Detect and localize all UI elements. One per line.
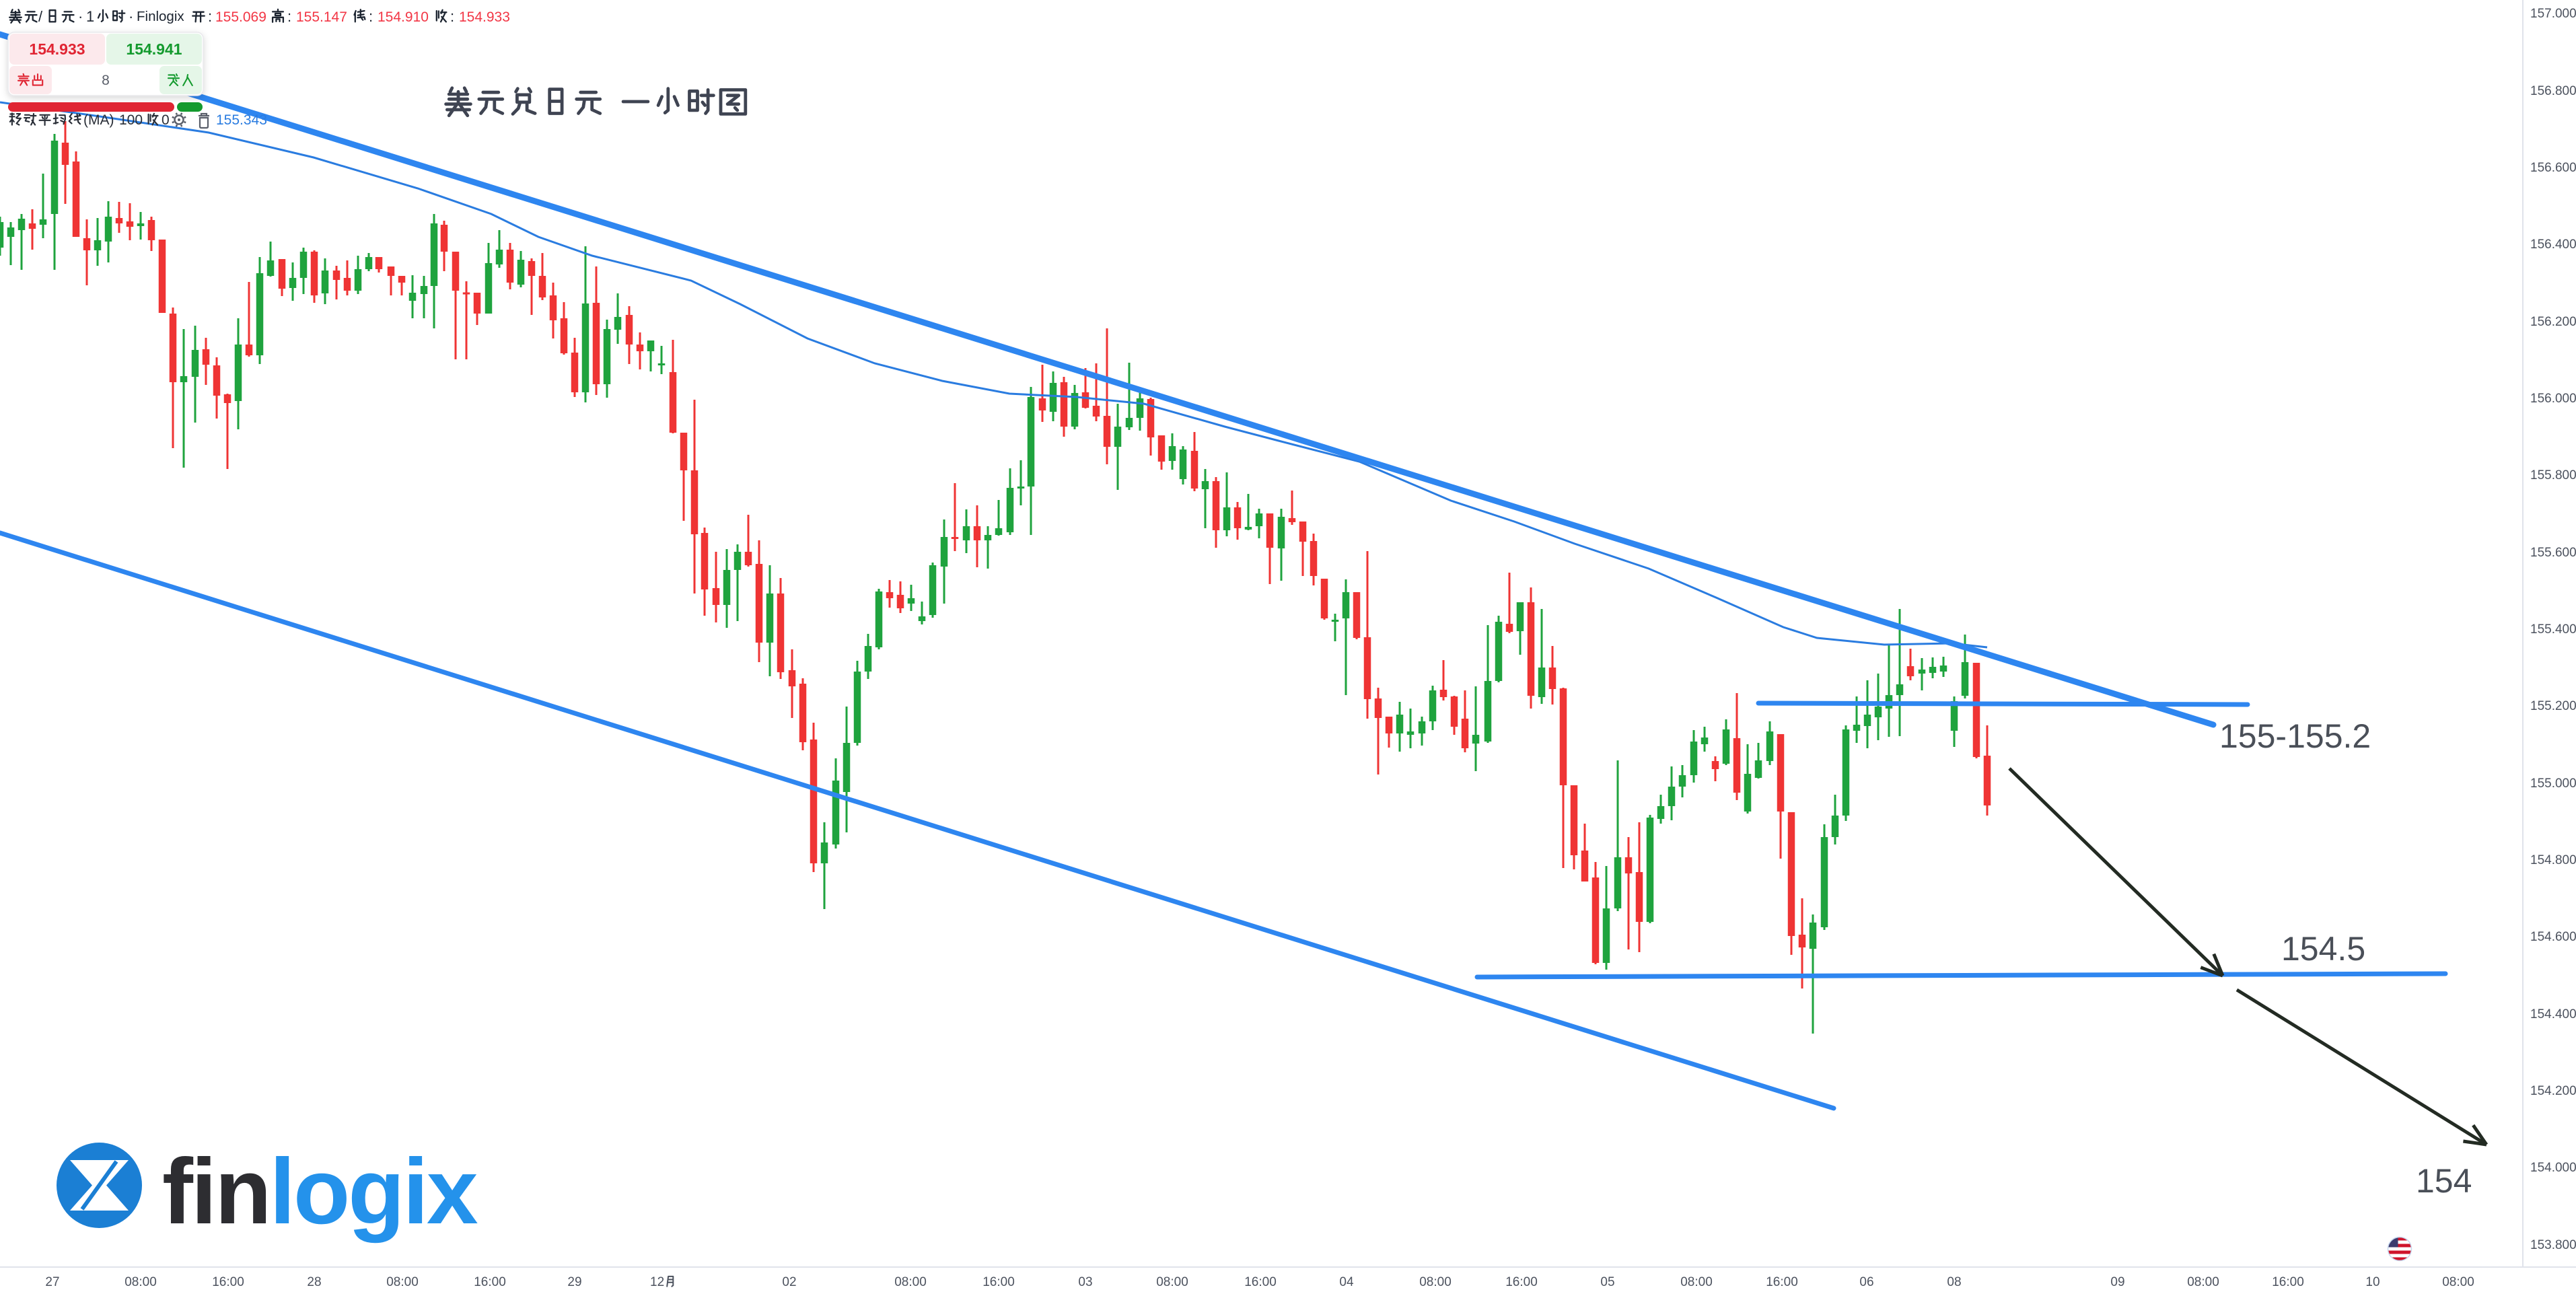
- svg-text:154.5: 154.5: [2281, 930, 2365, 968]
- svg-text:16:00: 16:00: [982, 1275, 1015, 1289]
- svg-text:155.400: 155.400: [2530, 622, 2576, 637]
- svg-text:0: 0: [162, 112, 170, 128]
- svg-text:155-155.2: 155-155.2: [2219, 717, 2371, 755]
- svg-text:154.600: 154.600: [2530, 930, 2576, 944]
- svg-text::: :: [369, 8, 373, 25]
- svg-text:8: 8: [102, 73, 110, 88]
- svg-text:16:00: 16:00: [212, 1275, 244, 1289]
- svg-text:16:00: 16:00: [1766, 1275, 1798, 1289]
- svg-text:156.400: 156.400: [2530, 238, 2576, 252]
- svg-text:16:00: 16:00: [1244, 1275, 1277, 1289]
- svg-text:09: 09: [2110, 1275, 2124, 1289]
- svg-text::: :: [287, 8, 291, 25]
- svg-text:Finlogix: Finlogix: [137, 9, 184, 24]
- svg-text:155.800: 155.800: [2530, 468, 2576, 482]
- svg-text:08: 08: [1947, 1275, 1961, 1289]
- svg-text:08:00: 08:00: [2187, 1275, 2219, 1289]
- svg-text:154.933: 154.933: [459, 9, 510, 25]
- svg-text:154.910: 154.910: [378, 9, 429, 25]
- svg-text:06: 06: [1859, 1275, 1873, 1289]
- svg-text:08:00: 08:00: [894, 1275, 927, 1289]
- svg-text:155.343: 155.343: [216, 112, 267, 128]
- svg-text:02: 02: [782, 1275, 796, 1289]
- svg-text:1: 1: [86, 8, 94, 25]
- svg-text:12: 12: [650, 1275, 664, 1289]
- svg-text:/: /: [38, 8, 43, 25]
- svg-text:10: 10: [2365, 1275, 2380, 1289]
- svg-text:08:00: 08:00: [1156, 1275, 1188, 1289]
- svg-text:finlogix: finlogix: [162, 1140, 478, 1244]
- svg-text:·: ·: [129, 8, 133, 25]
- svg-text:16:00: 16:00: [2272, 1275, 2304, 1289]
- svg-text:08:00: 08:00: [1680, 1275, 1713, 1289]
- svg-text:·: ·: [78, 8, 83, 25]
- svg-text:153.800: 153.800: [2530, 1238, 2576, 1252]
- svg-text:27: 27: [45, 1275, 59, 1289]
- svg-text:03: 03: [1078, 1275, 1092, 1289]
- svg-text:04: 04: [1339, 1275, 1354, 1289]
- svg-text:08:00: 08:00: [124, 1275, 157, 1289]
- svg-text:154.000: 154.000: [2530, 1161, 2576, 1175]
- svg-text:16:00: 16:00: [474, 1275, 506, 1289]
- svg-text:(MA): (MA): [83, 112, 114, 128]
- svg-text:154.400: 154.400: [2530, 1007, 2576, 1021]
- svg-text:155.069: 155.069: [215, 9, 266, 25]
- svg-text:155.147: 155.147: [296, 9, 347, 25]
- svg-text:08:00: 08:00: [1419, 1275, 1452, 1289]
- svg-text:08:00: 08:00: [2442, 1275, 2474, 1289]
- svg-text:154: 154: [2416, 1162, 2472, 1200]
- svg-text:28: 28: [307, 1275, 321, 1289]
- svg-text:154.200: 154.200: [2530, 1084, 2576, 1098]
- svg-text:155.000: 155.000: [2530, 777, 2576, 791]
- svg-text:154.933: 154.933: [29, 40, 85, 58]
- svg-text:154.941: 154.941: [126, 40, 182, 58]
- svg-text:155.600: 155.600: [2530, 546, 2576, 560]
- svg-text::: :: [208, 8, 212, 25]
- svg-text:156.000: 156.000: [2530, 392, 2576, 406]
- svg-text:16:00: 16:00: [1505, 1275, 1538, 1289]
- svg-text:29: 29: [567, 1275, 581, 1289]
- svg-text:100: 100: [119, 112, 143, 128]
- svg-text:155.200: 155.200: [2530, 699, 2576, 713]
- svg-text:05: 05: [1600, 1275, 1614, 1289]
- svg-text:157.000: 157.000: [2530, 7, 2576, 21]
- svg-text:08:00: 08:00: [386, 1275, 419, 1289]
- svg-text:156.200: 156.200: [2530, 315, 2576, 329]
- svg-text:154.800: 154.800: [2530, 853, 2576, 867]
- svg-text:156.600: 156.600: [2530, 161, 2576, 175]
- svg-text:156.800: 156.800: [2530, 84, 2576, 98]
- svg-text::: :: [450, 8, 454, 25]
